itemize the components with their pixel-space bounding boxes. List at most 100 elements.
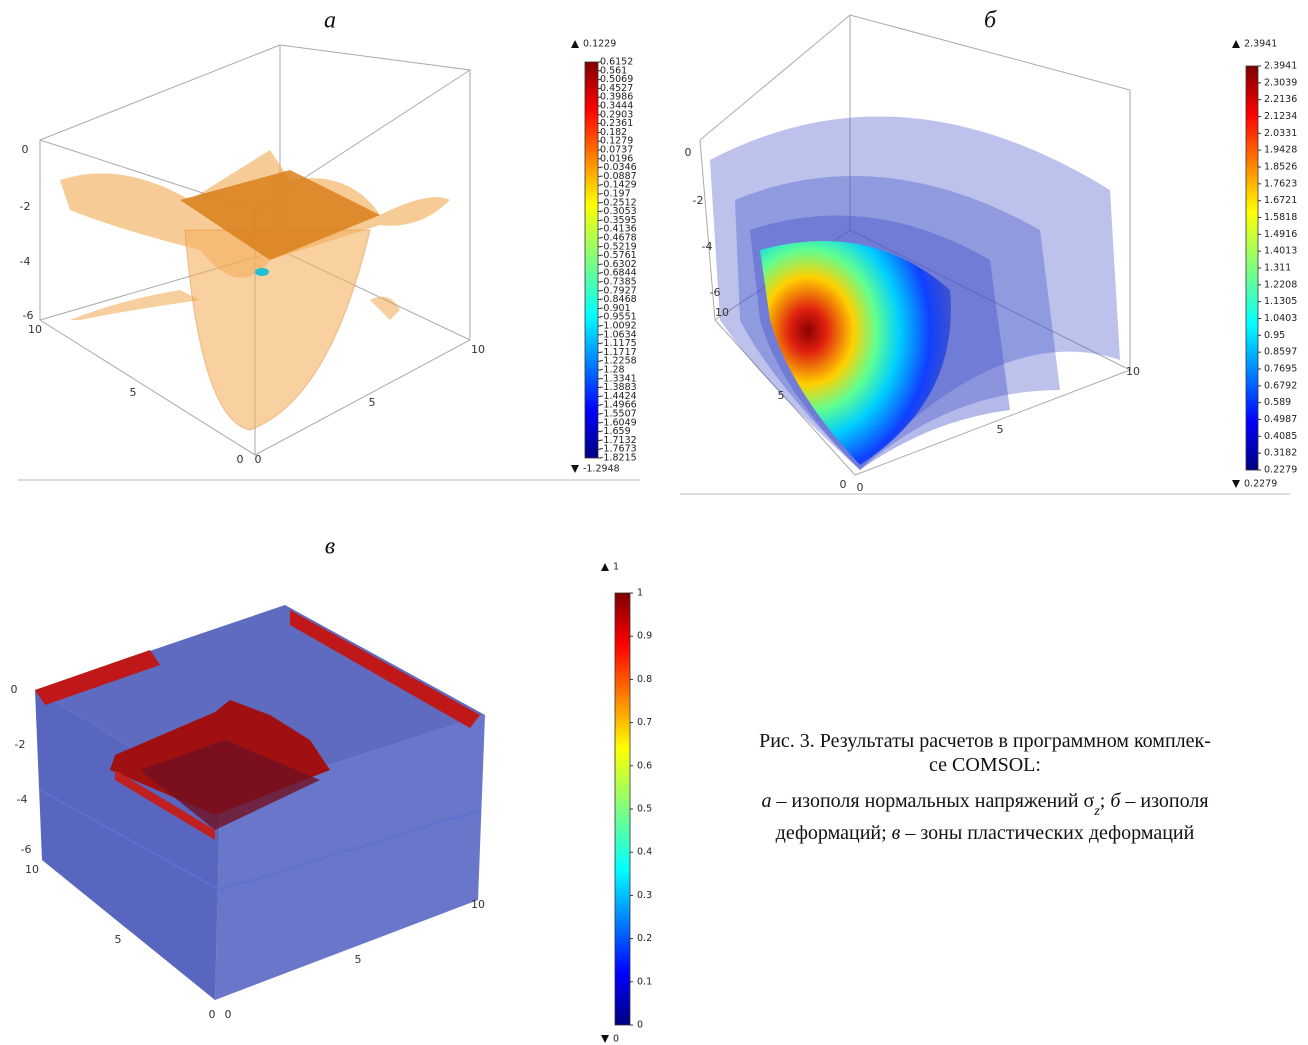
- axis-tick-label: -4: [702, 240, 713, 253]
- colorbar-label: 0.4: [637, 847, 652, 858]
- caption-line: деформаций; в – зоны пластических деформ…: [776, 822, 1195, 844]
- max-marker: [571, 40, 579, 48]
- colorbar-label: 2.1234: [1264, 111, 1297, 122]
- colorbar-label: 1.7623: [1264, 178, 1297, 189]
- axis-tick-label: -2: [693, 194, 704, 207]
- panel-label: б: [984, 8, 997, 34]
- colorbar-label: 1.1305: [1264, 296, 1297, 307]
- colorbar-label: 1.2208: [1264, 279, 1297, 290]
- colorbar: [585, 62, 598, 458]
- axis-tick-label: -2: [20, 200, 31, 213]
- colorbar-max: 1: [613, 562, 619, 573]
- axis-tick-label: -6: [710, 286, 721, 299]
- colorbar-label: 0.4987: [1264, 414, 1297, 425]
- body: а0-2-4-6105005100.61520.5610.50690.45270…: [0, 0, 1308, 1045]
- colorbar-label: 1.9428: [1264, 145, 1297, 156]
- colorbar-label: 2.2136: [1264, 94, 1297, 105]
- axis-tick-label: 0: [209, 1008, 216, 1021]
- colorbar-label: -1.8215: [600, 453, 637, 464]
- axis-tick-label: 0: [11, 683, 18, 696]
- colorbar-label: 0.8597: [1264, 347, 1297, 358]
- caption-line: Рис. 3. Результаты расчетов в программно…: [759, 730, 1211, 752]
- caption-run: в: [892, 822, 901, 844]
- colorbar: [615, 593, 630, 1025]
- min-marker: [601, 1035, 609, 1043]
- axis-tick-label: 10: [25, 863, 39, 876]
- colorbar-label: 0: [637, 1020, 643, 1031]
- colorbar-label: 1.4916: [1264, 229, 1297, 240]
- axis-tick-label: 10: [715, 306, 729, 319]
- colorbar-max: 2.3941: [1244, 39, 1277, 50]
- colorbar-min: 0: [613, 1034, 619, 1045]
- caption-run: а: [761, 790, 771, 812]
- caption-run: – зоны пластических деформаций: [900, 822, 1194, 844]
- axis-tick-label: 5: [369, 396, 376, 409]
- axis-tick-label: 5: [997, 423, 1004, 436]
- caption-run: деформаций;: [776, 822, 892, 844]
- colorbar-label: 0.9: [637, 631, 652, 642]
- colorbar-label: 0.6792: [1264, 380, 1297, 391]
- colorbar-label: 0.5: [637, 804, 652, 815]
- colorbar-label: 1.8526: [1264, 162, 1297, 173]
- colorbar-label: 0.4085: [1264, 431, 1297, 442]
- colorbar-label: 0.1: [637, 976, 652, 987]
- axis-tick-label: 10: [1126, 365, 1140, 378]
- panel-label: в: [325, 534, 335, 560]
- colorbar-max: 0.1229: [583, 39, 616, 50]
- colorbar-label: 2.3039: [1264, 77, 1297, 88]
- min-marker: [1232, 480, 1240, 488]
- max-marker: [1232, 40, 1240, 48]
- axis-tick-label: -2: [15, 738, 26, 751]
- caption-run: – изополя нормальных напряжений σ: [771, 790, 1094, 812]
- colorbar-label: 0.3: [637, 890, 652, 901]
- colorbar-label: 0.95: [1264, 330, 1285, 341]
- figure: а0-2-4-6105005100.61520.5610.50690.45270…: [0, 0, 1308, 1045]
- caption-run: се COMSOL:: [929, 754, 1041, 776]
- colorbar-label: 1.5818: [1264, 212, 1297, 223]
- axis-tick-label: 0: [22, 143, 29, 156]
- colorbar-label: 1.0403: [1264, 313, 1297, 324]
- axis-tick-label: 10: [471, 898, 485, 911]
- axis-tick-label: -4: [20, 255, 31, 268]
- colorbar-min: -1.2948: [583, 464, 620, 475]
- colorbar-label: 2.3941: [1264, 61, 1297, 72]
- axis-tick-label: -6: [23, 309, 34, 322]
- colorbar-label: 0.6: [637, 760, 652, 771]
- colorbar-label: 0.8: [637, 674, 652, 685]
- caption-run: – изополя: [1120, 790, 1208, 812]
- caption-line: а – изополя нормальных напряжений σz; б …: [761, 790, 1208, 819]
- caption-run: Рис. 3. Результаты расчетов в программно…: [759, 730, 1211, 752]
- panel-label: а: [324, 8, 336, 34]
- colorbar-label: 0.7: [637, 717, 652, 728]
- colorbar-label: 1.4013: [1264, 246, 1297, 257]
- caption-run: ;: [1100, 790, 1111, 812]
- axis-tick-label: 10: [471, 343, 485, 356]
- min-marker: [571, 465, 579, 473]
- render-b: [700, 15, 1130, 475]
- axis-tick-label: 0: [685, 146, 692, 159]
- caption-line: се COMSOL:: [929, 754, 1041, 776]
- axis-tick-label: 5: [778, 389, 785, 402]
- colorbar-label: 1.6721: [1264, 195, 1297, 206]
- axis-tick-label: -4: [17, 793, 28, 806]
- colorbar-label: 0.2: [637, 933, 652, 944]
- axis-tick-label: 0: [237, 453, 244, 466]
- axis-tick-label: 5: [130, 386, 137, 399]
- axis-tick-label: 5: [355, 953, 362, 966]
- render-v: [35, 605, 485, 1000]
- axis-tick-label: 0: [225, 1008, 232, 1021]
- colorbar-label: 1: [637, 588, 643, 599]
- colorbar-label: 1.311: [1264, 263, 1291, 274]
- max-marker: [601, 563, 609, 571]
- page: COMSOL {"panels": [ {"label": "а", "axis…: [0, 0, 1308, 1045]
- colorbar-label: 0.2279: [1264, 465, 1297, 476]
- colorbar-label: 0.3182: [1264, 448, 1297, 459]
- axis-tick-label: 5: [115, 933, 122, 946]
- colorbar-label: 0.7695: [1264, 364, 1297, 375]
- colorbar: [1246, 66, 1258, 470]
- axis-tick-label: 0: [857, 481, 864, 494]
- axis-tick-label: 0: [255, 453, 262, 466]
- colorbar-label: 0.589: [1264, 397, 1291, 408]
- render-a: [40, 45, 470, 455]
- axis-tick-label: -6: [21, 843, 32, 856]
